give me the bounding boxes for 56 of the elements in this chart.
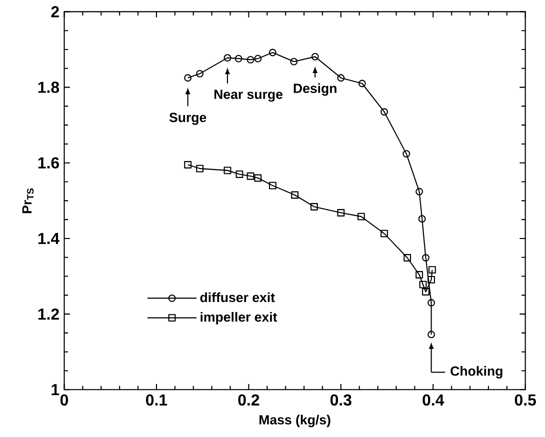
point	[337, 74, 345, 82]
point	[416, 188, 424, 196]
point	[404, 254, 412, 262]
point	[416, 271, 424, 279]
annotation: Choking	[450, 366, 502, 379]
annotation: Near surge	[214, 90, 283, 102]
x-axis-title: Mass (kg/s)	[260, 414, 330, 428]
point	[310, 203, 318, 210]
y-tick-label: 1.6	[38, 157, 59, 169]
point	[402, 150, 410, 158]
point	[428, 266, 436, 274]
point	[380, 230, 388, 238]
point	[380, 108, 388, 116]
point	[291, 191, 299, 199]
point	[246, 172, 254, 180]
x-tick-label: 0.1	[146, 394, 168, 406]
legend-label: impeller exit	[200, 312, 278, 324]
annotation: Design	[294, 83, 336, 96]
y-tick-label: 1.4	[38, 233, 60, 244]
point	[224, 166, 232, 174]
y-tick-label: 2	[51, 6, 59, 18]
x-tick-label: 0.4	[422, 394, 444, 406]
point	[246, 56, 254, 64]
point	[428, 276, 436, 284]
point	[254, 174, 262, 182]
point	[268, 48, 276, 56]
point	[234, 54, 242, 62]
point	[419, 280, 427, 288]
x-tick-label: 0.2	[238, 394, 260, 406]
x-tick-label: 0.3	[330, 394, 352, 406]
point	[422, 254, 430, 262]
point	[224, 54, 232, 62]
x-tick-label: 0	[60, 394, 68, 406]
point	[422, 288, 430, 296]
point	[196, 164, 204, 172]
point	[236, 170, 244, 178]
point	[418, 215, 426, 223]
point	[428, 330, 436, 338]
point	[311, 53, 319, 60]
y-tick-label: 1.2	[38, 308, 59, 320]
point	[254, 54, 262, 62]
point	[428, 299, 436, 306]
point	[268, 182, 276, 190]
point	[184, 74, 192, 82]
annotation: Surge	[169, 112, 206, 125]
y-tick-label: 1	[52, 384, 60, 396]
y-axis-title: Pr$_{TS}$	[22, 188, 34, 214]
y-tick-label: 1.8	[38, 82, 60, 93]
point	[196, 70, 204, 78]
point	[357, 212, 365, 220]
legend-label: diffuser exit	[200, 292, 275, 302]
point	[337, 209, 345, 217]
point	[290, 58, 298, 66]
point	[184, 161, 192, 169]
x-tick-label: 0.5	[514, 394, 536, 406]
point	[358, 80, 366, 88]
